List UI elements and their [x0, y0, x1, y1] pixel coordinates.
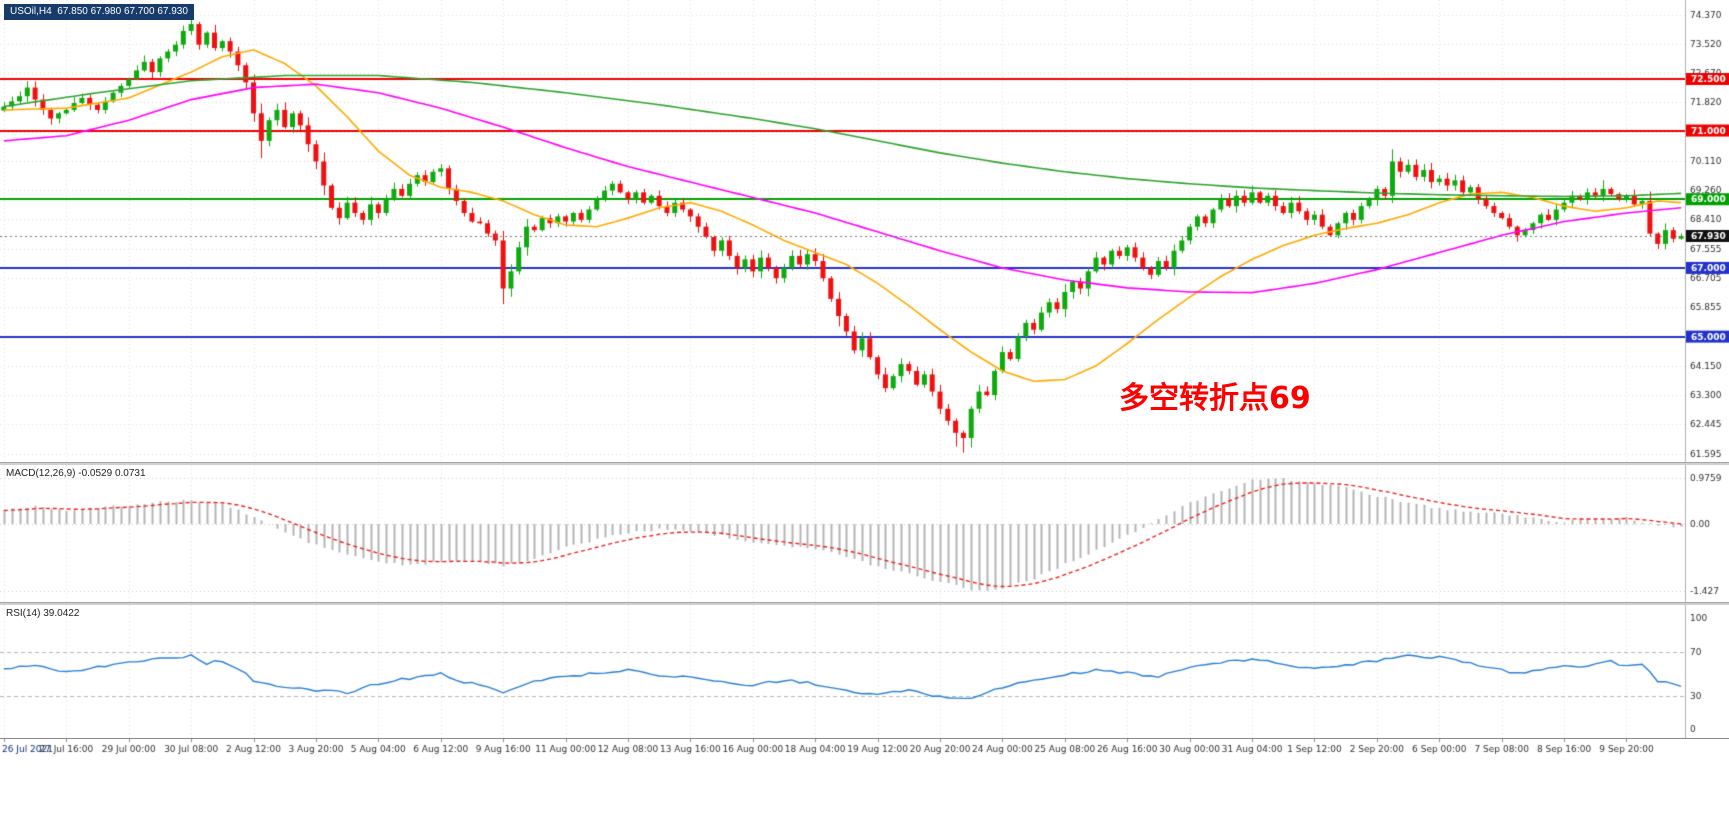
time-axis[interactable] — [0, 738, 1729, 762]
chart-annotation-text: 多空转折点69 — [1119, 381, 1311, 416]
rsi-label: RSI(14) 39.0422 — [6, 608, 80, 619]
macd-label: MACD(12,26,9) -0.0529 0.0731 — [6, 468, 146, 479]
rsi-canvas[interactable] — [0, 605, 1729, 738]
time-axis-canvas[interactable] — [0, 739, 1729, 762]
macd-panel: MACD(12,26,9) -0.0529 0.0731 — [0, 465, 1729, 602]
macd-canvas[interactable] — [0, 465, 1729, 602]
main-chart-panel: USOil,H4 67.850 67.980 67.700 67.930 多空转… — [0, 0, 1729, 462]
symbol-ohlc-label: USOil,H4 67.850 67.980 67.700 67.930 — [4, 4, 194, 20]
rsi-panel: RSI(14) 39.0422 — [0, 605, 1729, 738]
price-chart-canvas[interactable] — [0, 0, 1729, 462]
